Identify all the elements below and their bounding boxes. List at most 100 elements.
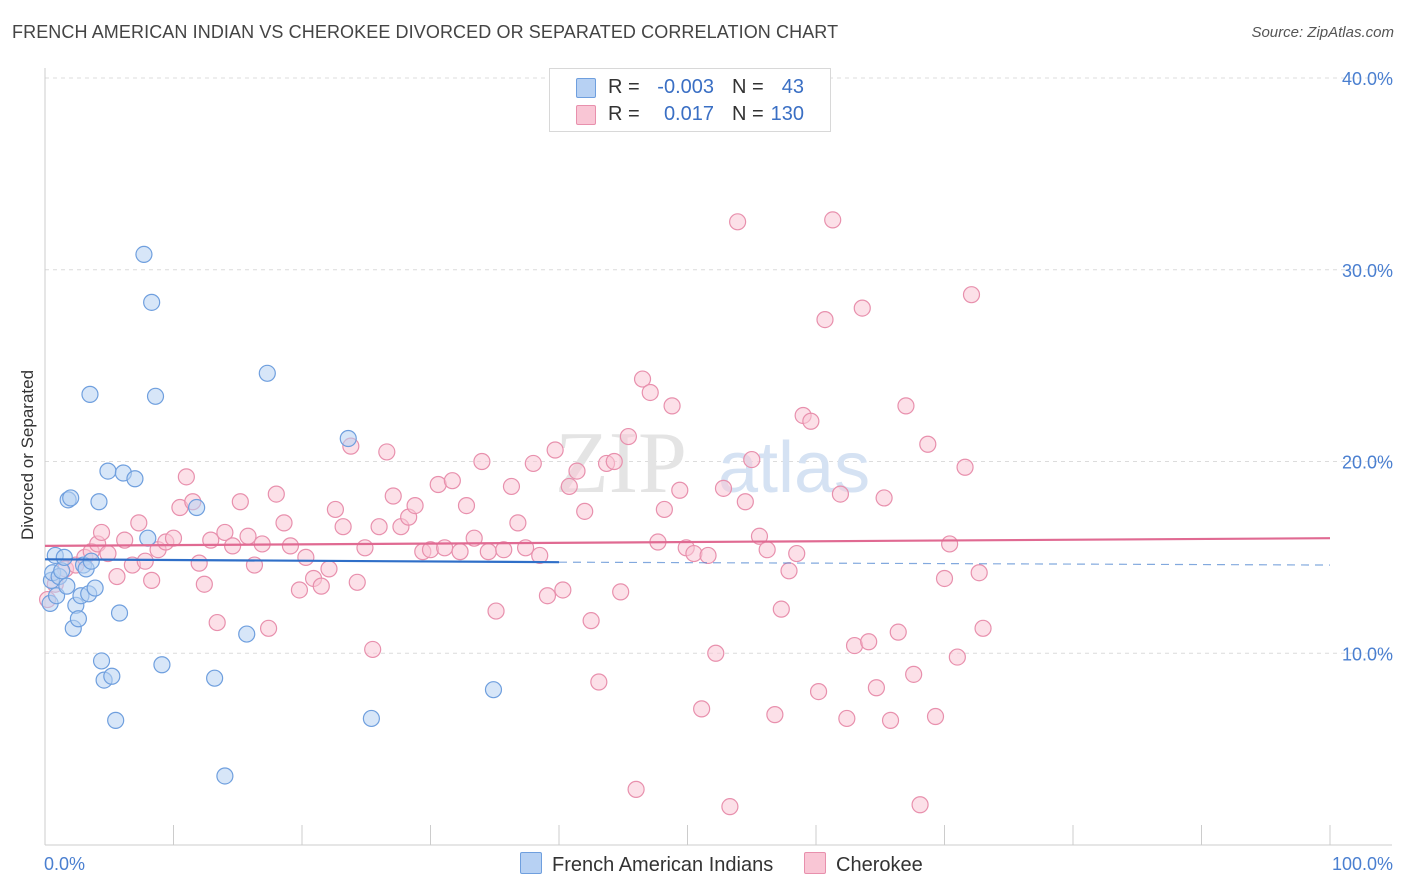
french-american-indians-point	[484, 681, 503, 699]
cherokee-point	[356, 539, 374, 557]
french-american-indians-point	[62, 489, 80, 507]
french-american-indians-point	[58, 577, 76, 595]
cherokee-point	[948, 648, 966, 666]
cherokee-point	[190, 554, 208, 572]
cherokee-point	[568, 462, 586, 480]
cherokee-point	[766, 706, 784, 724]
cherokee-point	[231, 493, 249, 511]
cherokee-point	[772, 600, 790, 618]
cherokee-point	[479, 543, 497, 561]
cherokee-point	[881, 711, 900, 729]
cherokee-point	[935, 569, 954, 588]
cherokee-point	[685, 544, 703, 563]
tick-labels: 10.0% 20.0% 30.0% 40.0% 0.0% 100.0%	[44, 69, 1393, 874]
x-tick-label-max: 100.0%	[1332, 854, 1393, 874]
cherokee-point	[875, 489, 893, 507]
cherokee-point	[320, 560, 338, 578]
french-american-indians-point	[258, 364, 276, 382]
legend-item-french-american-indians: French American Indians	[520, 852, 773, 877]
cherokee-point	[750, 527, 769, 545]
cherokee-point	[406, 497, 424, 515]
cherokee-point	[546, 441, 564, 459]
french-american-indians-point	[126, 470, 144, 488]
cherokee-point	[429, 475, 447, 494]
french-american-indians-point	[92, 652, 111, 670]
cherokee-point	[370, 518, 388, 536]
cherokee-point	[502, 477, 521, 496]
cherokee-point	[524, 454, 542, 473]
cherokee-point	[143, 571, 161, 589]
french-american-indians-point	[362, 709, 380, 728]
legend-label: French American Indians	[552, 854, 774, 876]
cherokee-point	[576, 502, 594, 520]
legend-swatch-pink	[804, 852, 826, 874]
cherokee-point	[788, 544, 806, 563]
cherokee-point	[378, 443, 396, 461]
cherokee-point	[538, 587, 557, 605]
cherokee-point	[364, 640, 382, 659]
cherokee-point	[619, 427, 637, 446]
cherokee-point	[487, 602, 505, 620]
cherokee-point	[867, 679, 885, 697]
french-american-indians-point	[55, 548, 73, 566]
legend-r-label: R =	[608, 76, 640, 98]
cherokee-point	[627, 780, 645, 798]
french-american-indians-point	[107, 711, 125, 729]
cherokee-point	[348, 573, 366, 591]
french-american-indians-point	[82, 552, 100, 570]
cherokee-point	[554, 581, 572, 599]
cherokee-point	[897, 397, 915, 415]
cherokee-point	[802, 412, 820, 430]
legend-swatch-pink	[576, 105, 596, 125]
legend-n-value: 43	[781, 76, 804, 98]
cherokee-point	[177, 468, 195, 486]
legend-label: Cherokee	[836, 854, 923, 876]
cherokee-point	[239, 527, 257, 545]
cherokee-point	[905, 665, 923, 683]
cherokee-point	[275, 514, 293, 532]
cherokee-point	[164, 529, 183, 547]
cherokee-point	[451, 543, 469, 561]
cherokee-point	[281, 537, 300, 555]
french-american-indians-point	[81, 385, 99, 403]
french-american-indians-trend-line	[44, 558, 560, 564]
cherokee-point	[326, 500, 345, 519]
cherokee-point	[736, 493, 754, 511]
french-american-indians-point	[69, 610, 88, 628]
cherokee-point	[707, 644, 725, 662]
cherokee-point	[956, 458, 974, 476]
cherokee-point	[108, 567, 126, 586]
legend-r-value: 0.017	[663, 103, 714, 125]
cherokee-point	[655, 500, 673, 519]
cherokee-point	[334, 518, 352, 536]
cherokee-point	[714, 479, 733, 497]
legend-swatch-blue	[576, 78, 596, 98]
french-american-indians-point	[110, 604, 129, 622]
cherokee-point	[136, 552, 154, 570]
chart-title: FRENCH AMERICAN INDIAN VS CHEROKEE DIVOR…	[12, 22, 839, 42]
cherokee-point	[384, 487, 402, 505]
cherokee-point	[633, 370, 652, 388]
cherokee-point	[663, 397, 681, 415]
legend-n-value: 130	[770, 103, 804, 125]
cherokee-point	[926, 707, 945, 726]
cherokee-point	[889, 623, 907, 641]
french-american-indians-point	[86, 579, 104, 597]
cherokee-point	[860, 633, 878, 651]
cherokee-point	[612, 583, 630, 601]
cherokee-point	[92, 523, 111, 542]
cherokee-point	[195, 575, 213, 593]
y-tick-label: 20.0%	[1342, 453, 1393, 473]
cherokee-point	[845, 636, 864, 655]
cherokee-point	[974, 619, 992, 637]
cherokee-point	[590, 673, 608, 691]
cherokee-point	[473, 452, 491, 471]
stats-legend: R = -0.003 N = 43 R = 0.017 N = 130	[549, 68, 831, 132]
french-american-indians-point	[188, 498, 206, 517]
cherokee-point	[721, 798, 739, 816]
cherokee-point	[457, 497, 476, 515]
cherokee-point	[911, 796, 929, 814]
french-american-indians-point	[339, 429, 357, 448]
french-american-indians-point	[90, 493, 108, 511]
